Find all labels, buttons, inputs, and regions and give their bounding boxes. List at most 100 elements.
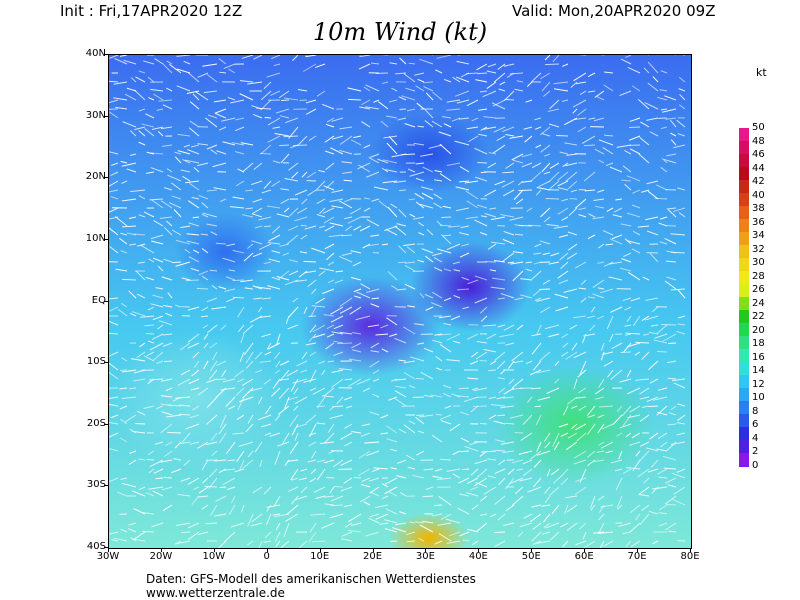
wind-streak [120, 160, 128, 164]
wind-streak [619, 423, 632, 429]
wind-streak [297, 135, 308, 147]
wind-streak [274, 133, 290, 137]
wind-streak [558, 468, 569, 479]
wind-streak [219, 198, 227, 202]
wind-streak [202, 324, 209, 329]
wind-streak [537, 396, 551, 401]
wind-streak [287, 324, 299, 330]
wind-streak [188, 222, 200, 227]
wind-streak [470, 405, 479, 413]
wind-streak [163, 304, 173, 308]
wind-streak [626, 467, 641, 470]
lon-label: 0 [263, 551, 270, 562]
wind-streak [297, 207, 308, 214]
wind-streak [502, 238, 515, 245]
wind-streak [584, 189, 596, 192]
wind-streak [588, 117, 596, 120]
wind-streak [301, 171, 308, 178]
wind-streak [436, 477, 452, 481]
wind-streak [174, 156, 182, 164]
wind-streak [135, 76, 146, 83]
wind-streak [625, 332, 641, 335]
wind-streak [579, 360, 587, 375]
wind-streak [162, 504, 173, 512]
wind-streak [278, 90, 290, 99]
wind-streak [423, 394, 434, 398]
wind-streak [573, 351, 587, 359]
wind-streak [365, 84, 380, 92]
wind-streak [150, 303, 164, 308]
wind-streak [494, 495, 506, 505]
wind-streak [455, 395, 470, 398]
wind-streak [311, 540, 326, 543]
wind-streak [443, 268, 452, 272]
wind-streak [177, 150, 191, 155]
wind-streak [205, 522, 218, 525]
lat-tick [104, 238, 108, 240]
wind-streak [361, 99, 371, 106]
wind-streak [324, 243, 335, 250]
wind-streak [347, 87, 362, 92]
wind-streak [423, 81, 434, 84]
wind-streak [509, 414, 524, 419]
wind-streak [531, 387, 542, 390]
wind-streak [553, 477, 560, 484]
wind-streak [419, 58, 434, 65]
wind-streak [595, 205, 605, 209]
wind-streak [310, 468, 317, 475]
wind-streak [109, 111, 119, 119]
wind-streak [128, 459, 137, 465]
wind-streak [439, 414, 452, 420]
wind-streak [283, 207, 290, 213]
wind-streak [434, 170, 443, 173]
wind-streak [587, 296, 596, 299]
wind-streak [531, 333, 542, 337]
lat-tick [104, 485, 108, 487]
wind-streak [647, 190, 659, 200]
wind-streak [381, 81, 389, 85]
wind-streak [545, 522, 560, 529]
colorbar-segment [739, 245, 749, 259]
wind-streak [318, 270, 326, 277]
wind-streak [438, 496, 452, 506]
wind-streak [173, 458, 182, 461]
wind-streak [251, 513, 263, 523]
wind-streak [247, 243, 254, 249]
wind-streak [619, 378, 632, 383]
wind-streak [482, 324, 497, 327]
wind-streak [189, 414, 200, 419]
wind-streak [213, 187, 227, 191]
wind-streak [641, 405, 650, 408]
wind-streak [190, 144, 200, 148]
wind-streak [291, 477, 299, 481]
wind-streak [648, 405, 659, 408]
wind-streak [460, 411, 470, 416]
wind-streak [676, 330, 686, 335]
wind-streak [135, 422, 146, 425]
wind-streak [574, 261, 587, 269]
wind-streak [499, 333, 515, 338]
wind-streak [350, 250, 362, 254]
wind-streak [549, 99, 560, 110]
wind-streak [643, 67, 650, 74]
wind-streak [110, 196, 119, 200]
wind-streak [122, 225, 137, 228]
wind-streak [543, 216, 551, 223]
wind-streak [133, 378, 146, 382]
wind-streak [377, 158, 389, 164]
wind-streak [131, 490, 146, 497]
wind-streak [639, 137, 650, 146]
wind-streak [483, 486, 497, 495]
colorbar-label: 50 [752, 122, 765, 133]
wind-streak [230, 99, 245, 104]
wind-streak [630, 540, 641, 547]
wind-streak [498, 387, 506, 394]
wind-streak [403, 424, 416, 434]
wind-streak [242, 162, 254, 173]
wind-streak [349, 207, 362, 215]
wind-streak [495, 439, 506, 443]
wind-streak [403, 243, 416, 247]
wind-streak [467, 279, 479, 285]
wind-streak [656, 468, 668, 475]
wind-streak [593, 531, 605, 534]
